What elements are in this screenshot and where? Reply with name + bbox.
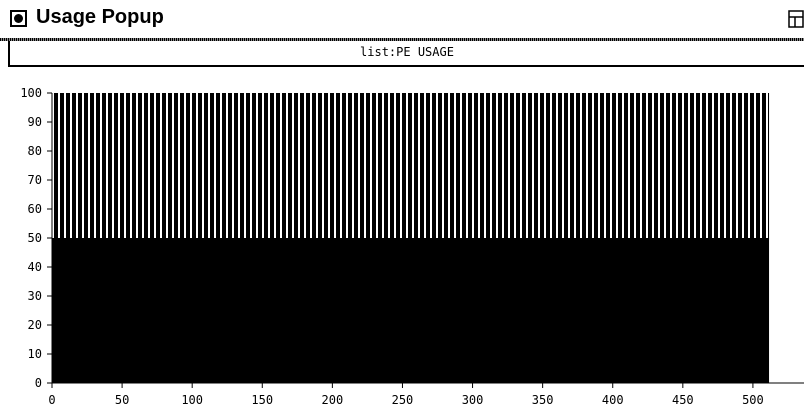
y-tick-label: 70 (28, 173, 42, 187)
title-separator (0, 38, 804, 41)
y-tick-label: 100 (20, 86, 42, 100)
x-tick-label: 300 (462, 393, 484, 407)
title-bar[interactable]: Usage Popup (0, 0, 804, 38)
plot-area (52, 93, 770, 383)
bar-upper-striped (52, 93, 770, 238)
panel-title: list:PE USAGE (360, 45, 454, 59)
close-box-icon[interactable] (10, 10, 27, 27)
y-tick-label: 50 (28, 231, 42, 245)
y-tick-label: 80 (28, 144, 42, 158)
y-tick-label: 10 (28, 347, 42, 361)
x-tick-label: 50 (115, 393, 129, 407)
x-tick-label: 400 (602, 393, 624, 407)
x-tick-label: 350 (532, 393, 554, 407)
x-tick-label: 450 (672, 393, 694, 407)
y-tick-label: 20 (28, 318, 42, 332)
x-tick-label: 250 (392, 393, 414, 407)
bar-lower-solid (52, 238, 770, 383)
axes: 0 10 20 30 40 50 60 70 80 90 100 0 50 100 150 200 250 300… (20, 86, 804, 407)
x-tick-label: 200 (322, 393, 344, 407)
x-tick-label: 100 (181, 393, 203, 407)
close-box-dot (14, 14, 23, 23)
x-tick-label: 500 (742, 393, 764, 407)
y-tick-label: 30 (28, 289, 42, 303)
y-tick-label: 90 (28, 115, 42, 129)
panel-header: list:PE USAGE (8, 41, 804, 67)
y-tick-label: 40 (28, 260, 42, 274)
y-tick-label: 0 (35, 376, 42, 390)
x-tick-label: 150 (251, 393, 273, 407)
x-tick-label: 0 (48, 393, 55, 407)
y-tick-label: 60 (28, 202, 42, 216)
resize-icon[interactable] (788, 10, 804, 28)
window-title: Usage Popup (36, 6, 164, 28)
